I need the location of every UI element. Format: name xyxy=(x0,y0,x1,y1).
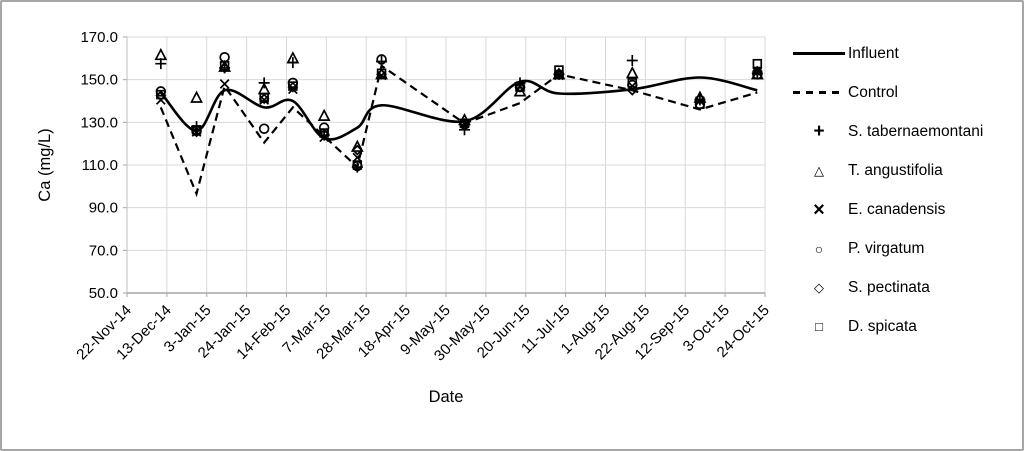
influent-line-swatch xyxy=(790,52,848,55)
legend-label-t-angustifolia: T. angustifolia xyxy=(848,161,943,179)
legend-label-influent: Influent xyxy=(848,44,899,62)
legend-item-control: Control xyxy=(790,73,1018,112)
legend-item-d-spicata: □ D. spicata xyxy=(790,307,1018,346)
square-marker-icon: □ xyxy=(815,319,823,334)
series-markers-d-spicata xyxy=(156,58,763,170)
x-axis-title: Date xyxy=(429,388,464,406)
legend-item-s-tabernaemontani: + S. tabernaemontani xyxy=(790,112,1018,151)
legend-label-p-virgatum: P. virgatum xyxy=(848,239,925,257)
y-axis-title: Ca (mg/L) xyxy=(36,128,54,201)
control-line-swatch xyxy=(790,91,848,94)
y-tick-label: 90.0 xyxy=(89,200,118,217)
legend-label-d-spicata: D. spicata xyxy=(848,317,917,335)
legend-label-s-tabernaemontani: S. tabernaemontani xyxy=(848,122,984,140)
plus-marker-icon: + xyxy=(813,121,825,142)
x-marker-icon: × xyxy=(813,198,825,221)
legend-item-t-angustifolia: △ T. angustifolia xyxy=(790,151,1018,190)
y-tick-label: 70.0 xyxy=(89,242,118,259)
legend-item-s-pectinata: ◇ S. pectinata xyxy=(790,268,1018,307)
legend-label-e-canadensis: E. canadensis xyxy=(848,200,946,218)
legend-label-s-pectinata: S. pectinata xyxy=(848,278,930,296)
chart-legend: Influent Control + S. tabernaemontani △ … xyxy=(790,34,1018,346)
y-tick-label: 170.0 xyxy=(80,29,118,46)
y-tick-label: 110.0 xyxy=(82,157,118,174)
control-line xyxy=(159,63,758,198)
legend-label-control: Control xyxy=(848,83,898,101)
y-tick-label: 130.0 xyxy=(80,114,118,131)
circle-marker-icon: ○ xyxy=(814,240,824,257)
y-tick-label: 150.0 xyxy=(80,72,118,89)
legend-item-influent: Influent xyxy=(790,34,1018,73)
legend-item-e-canadensis: × E. canadensis xyxy=(790,190,1018,229)
series-markers-s-pectinata xyxy=(155,62,763,156)
diamond-marker-icon: ◇ xyxy=(814,280,824,295)
triangle-marker-icon: △ xyxy=(814,163,824,178)
y-tick-label: 50.0 xyxy=(89,285,118,302)
legend-item-p-virgatum: ○ P. virgatum xyxy=(790,229,1018,268)
